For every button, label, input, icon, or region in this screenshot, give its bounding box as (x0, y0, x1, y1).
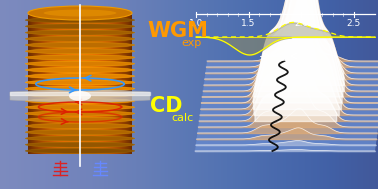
Ellipse shape (25, 148, 135, 153)
Ellipse shape (25, 117, 135, 122)
Polygon shape (195, 61, 378, 151)
Ellipse shape (25, 123, 135, 129)
Ellipse shape (69, 91, 91, 101)
Ellipse shape (25, 99, 135, 104)
Ellipse shape (25, 36, 135, 41)
Ellipse shape (25, 24, 135, 29)
Text: calc: calc (171, 113, 193, 123)
Text: exp: exp (181, 38, 201, 48)
Polygon shape (10, 89, 150, 103)
Text: 1.5: 1.5 (242, 19, 256, 28)
Ellipse shape (25, 111, 135, 116)
Ellipse shape (25, 130, 135, 135)
Text: 2.5: 2.5 (347, 19, 361, 28)
Ellipse shape (25, 61, 135, 66)
Text: 2.0: 2.0 (294, 19, 308, 28)
Text: CD: CD (150, 96, 183, 116)
Ellipse shape (25, 105, 135, 110)
Text: 1.0: 1.0 (189, 19, 203, 28)
Ellipse shape (25, 142, 135, 147)
Ellipse shape (25, 30, 135, 35)
Text: WGM: WGM (147, 21, 208, 41)
Ellipse shape (25, 86, 135, 91)
Ellipse shape (25, 136, 135, 141)
Ellipse shape (43, 9, 116, 16)
Ellipse shape (25, 80, 135, 85)
Ellipse shape (25, 67, 135, 72)
Ellipse shape (25, 18, 135, 23)
Ellipse shape (25, 43, 135, 47)
Ellipse shape (25, 74, 135, 79)
Ellipse shape (25, 49, 135, 54)
Ellipse shape (25, 92, 135, 97)
Ellipse shape (25, 55, 135, 60)
Ellipse shape (28, 6, 132, 20)
